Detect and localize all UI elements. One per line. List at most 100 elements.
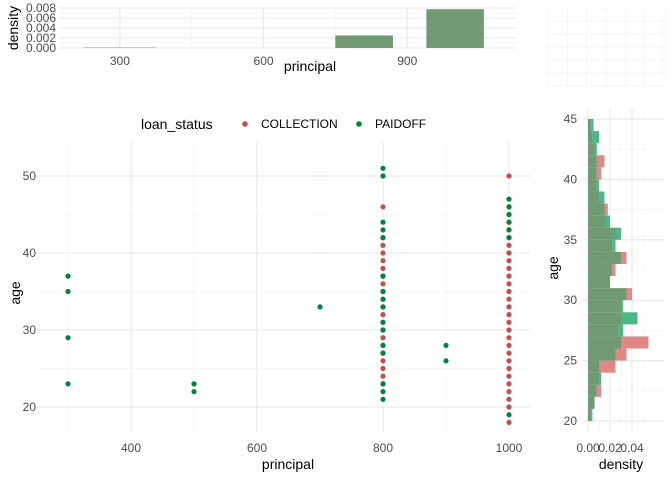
right-y-tick-label: 45 (564, 112, 578, 126)
scatter-point-collection (380, 265, 386, 271)
right-histogram-bar (596, 179, 599, 192)
scatter-point-collection (380, 204, 386, 210)
right-histogram-bar (596, 167, 602, 180)
right-x-tick-label: 0.02 (598, 441, 622, 455)
scatter-point-collection (506, 281, 512, 287)
scatter-point-paidoff (443, 342, 449, 348)
right-y-tick-label: 25 (564, 354, 578, 368)
scatter-point-collection (506, 342, 512, 348)
scatter-point-paidoff (506, 235, 512, 241)
scatter-point-collection (506, 304, 512, 310)
scatter-point-paidoff (380, 396, 386, 402)
scatter-point-collection (506, 389, 512, 395)
scatter-point-paidoff (380, 389, 386, 395)
right-histogram-bar (588, 203, 605, 216)
right-y-tick-label: 40 (564, 172, 578, 186)
right-histogram-bar (615, 348, 627, 361)
scatter-point-collection (380, 358, 386, 364)
scatter-point-collection (506, 288, 512, 295)
right-histogram-bar (588, 348, 616, 361)
right-histogram-bar (588, 300, 621, 313)
scatter-point-paidoff (380, 173, 386, 179)
right-x-tick-label: 0.00 (576, 441, 600, 455)
right-histogram-bar (588, 324, 619, 337)
scatter-point-paidoff (65, 381, 71, 387)
x-tick-label: 600 (247, 441, 267, 455)
legend: loan_status COLLECTION PAIDOFF (141, 116, 426, 132)
right-histogram-bar (588, 263, 613, 277)
scatter-point-collection (506, 381, 512, 387)
scatter-point-paidoff (380, 304, 386, 310)
scatter-point-collection (506, 335, 512, 341)
scatter-point-collection (380, 281, 386, 287)
top-histogram-bar (426, 10, 484, 48)
legend-title: loan_status (141, 116, 213, 132)
y-axis-title: age (7, 281, 23, 305)
scatter-point-paidoff (506, 204, 512, 210)
scatter-point-collection (506, 296, 512, 302)
scatter-point-paidoff (380, 273, 386, 279)
scatter-point-collection (506, 273, 512, 279)
right-histogram-bar (588, 155, 597, 168)
scatter-point-collection (506, 173, 512, 179)
right-histogram-bar (588, 396, 595, 409)
right-histogram-bar (592, 131, 599, 144)
scatter-point-collection (380, 312, 386, 318)
scatter-point-collection (506, 404, 512, 410)
right-histogram-bar (588, 227, 616, 240)
scatter-point-collection (506, 242, 512, 248)
right-histogram-bar (591, 119, 594, 132)
right-histogram-bars (588, 119, 649, 421)
scatter-point-collection (506, 358, 512, 364)
right-histogram-bar (588, 360, 599, 373)
scatter-point-collection (506, 373, 512, 379)
scatter-point-paidoff (380, 350, 386, 356)
scatter-point-collection (506, 327, 512, 333)
right-histogram-bar (599, 372, 602, 385)
right-histogram-bar (612, 263, 616, 277)
scatter-point-paidoff (506, 211, 512, 218)
scatter-gridlines (36, 142, 530, 432)
top-histogram-bar (335, 35, 393, 48)
legend-label-collection: COLLECTION (261, 117, 338, 131)
scatter-point-collection (506, 419, 512, 425)
right-histogram-bar (612, 239, 616, 252)
scatter-point-paidoff (506, 412, 512, 418)
right-histogram-panel: 0.000.020.04 20 25 30 35 40 45 density age (545, 108, 664, 472)
right-histogram-bar (604, 203, 608, 216)
scatter-point-paidoff (506, 196, 512, 202)
top-x-tick-label: 600 (254, 54, 274, 68)
scatter-point-paidoff (65, 288, 71, 295)
right-x-tick-label: 0.04 (620, 441, 644, 455)
right-tick-labels: 0.000.020.04 20 25 30 35 40 45 (564, 112, 644, 455)
y-tick-label: 50 (23, 169, 37, 183)
scatter-point-paidoff (380, 327, 386, 333)
right-histogram-bar (588, 191, 599, 204)
scatter-point-collection (380, 250, 386, 256)
right-histogram-bar (588, 408, 592, 421)
right-histogram-bar (588, 312, 621, 325)
scatter-point-paidoff (380, 227, 386, 233)
top-y-axis-title: density (5, 6, 21, 50)
empty-corner-panel (547, 7, 665, 87)
scatter-point-paidoff (380, 296, 386, 302)
right-y-axis-title: age (545, 256, 561, 280)
right-histogram-bar (594, 143, 597, 156)
scatter-point-collection (506, 312, 512, 318)
right-histogram-bar (621, 251, 627, 264)
scatter-point-paidoff (191, 389, 197, 395)
right-histogram-bar (588, 276, 610, 289)
legend-key-collection (242, 121, 248, 127)
right-histogram-bar (588, 167, 597, 180)
scatter-point-collection (380, 365, 386, 372)
scatter-point-paidoff (65, 335, 71, 341)
scatter-point-paidoff (191, 381, 197, 387)
scatter-tick-labels: 400 600 800 1000 20 30 40 50 (23, 169, 523, 455)
top-y-tick-label: 0.006 (26, 11, 56, 25)
scatter-point-paidoff (443, 358, 449, 364)
right-y-tick-label: 35 (564, 233, 578, 247)
scatter-point-paidoff (380, 219, 386, 225)
